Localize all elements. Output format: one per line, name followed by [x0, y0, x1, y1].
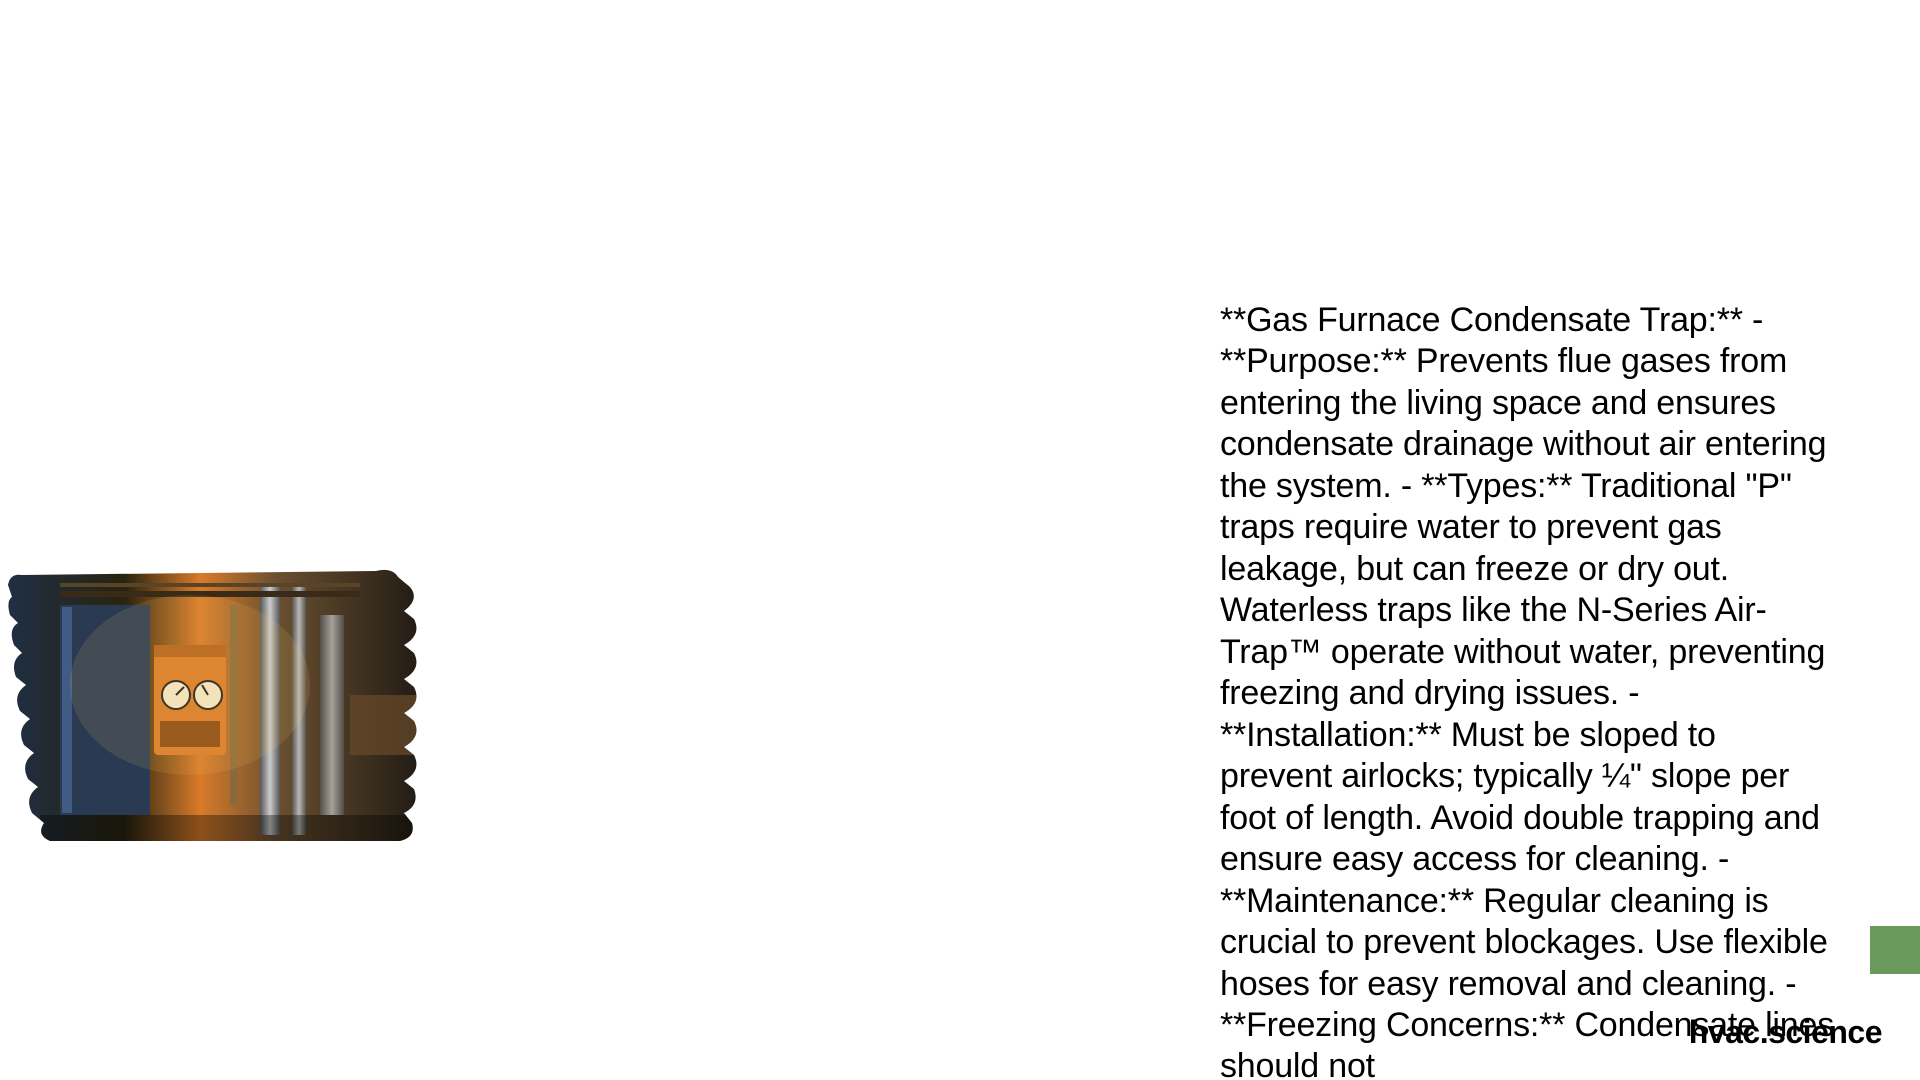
site-watermark: hvac.science [1689, 1014, 1882, 1051]
hero-image [0, 545, 445, 865]
side-accent-tab [1870, 926, 1920, 974]
article-body: **Gas Furnace Condensate Trap:** - **Pur… [1220, 300, 1835, 1080]
